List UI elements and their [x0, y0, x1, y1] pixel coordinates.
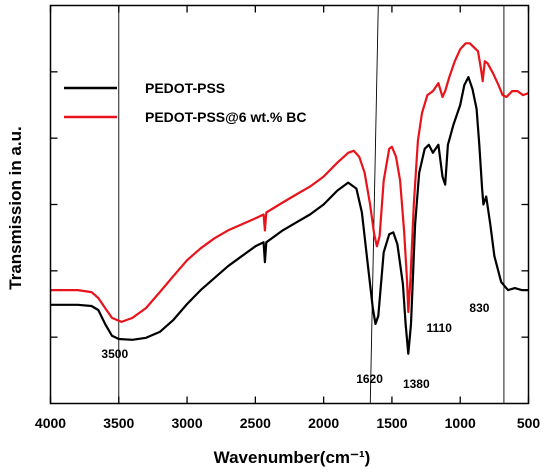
x-tick-label: 2000	[308, 415, 339, 431]
x-tick-label: 4000	[35, 415, 66, 431]
y-axis-title: Transmission in a.u.	[6, 126, 25, 289]
x-axis-title: Wavenumber(cm⁻¹)	[214, 448, 371, 467]
tick-layer: 4000 3500 3000 2500 2000 1500 1000 500	[35, 5, 541, 431]
series-line-pedot-pss	[50, 76, 529, 355]
peak-label: 1110	[427, 321, 453, 335]
x-tick-label: 3000	[171, 415, 202, 431]
x-tick-label: 3500	[103, 415, 134, 431]
series-line-pedot-pss-bc	[50, 42, 529, 323]
plot-area: 3500 1620 1380 1110 830	[50, 5, 529, 404]
legend-label-pedot-pss: PEDOT-PSS	[145, 80, 225, 96]
peak-label: 3500	[101, 347, 128, 361]
legend: PEDOT-PSS PEDOT-PSS@6 wt.% BC	[64, 80, 306, 125]
x-tick-label: 500	[517, 415, 541, 431]
peak-label: 1620	[356, 372, 383, 386]
x-tick-label: 1000	[445, 415, 476, 431]
peak-label: 1380	[403, 377, 430, 391]
x-tick-label: 1500	[376, 415, 407, 431]
peak-label: 830	[469, 301, 489, 315]
reference-line	[369, 5, 379, 404]
plot-frame	[49, 4, 530, 405]
legend-label-pedot-pss-bc: PEDOT-PSS@6 wt.% BC	[145, 109, 306, 125]
x-tick-label: 2500	[240, 415, 271, 431]
